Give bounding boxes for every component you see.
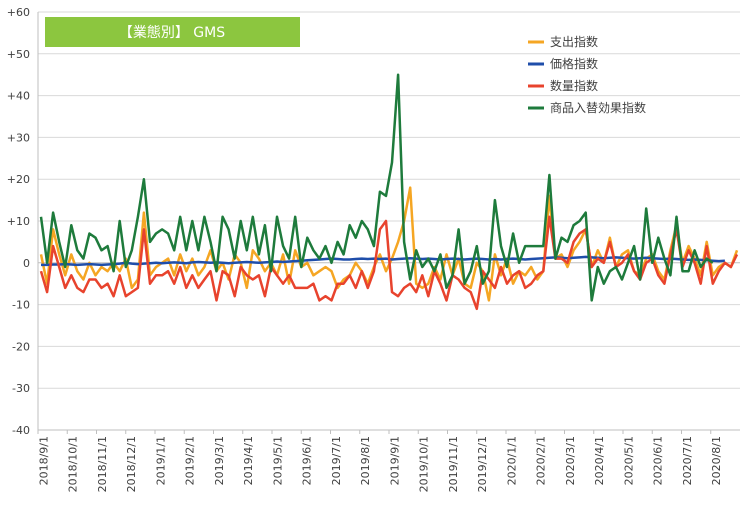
y-tick-label: +20 (7, 173, 30, 186)
chart-title-box: 【業態別】 GMS (45, 17, 300, 47)
x-tick-label: 2018/11/1 (96, 436, 109, 492)
x-tick-label: 2019/9/1 (388, 436, 401, 485)
legend-label: 数量指数 (550, 78, 598, 93)
series-line-1 (41, 255, 725, 267)
legend-label: 価格指数 (550, 56, 598, 71)
legend-label: 支出指数 (550, 34, 598, 49)
x-tick-label: 2019/7/1 (330, 436, 343, 485)
x-tick-label: 2019/12/1 (476, 436, 489, 492)
x-tick-label: 2020/7/1 (681, 436, 694, 485)
x-tick-label: 2018/12/1 (125, 436, 138, 492)
x-tick-label: 2020/2/1 (535, 436, 548, 485)
x-tick-label: 2020/8/1 (710, 436, 723, 485)
y-tick-label: +10 (7, 215, 30, 228)
x-tick-label: 2019/5/1 (271, 436, 284, 485)
x-tick-label: 2019/3/1 (213, 436, 226, 485)
x-tick-label: 2020/6/1 (652, 436, 665, 485)
x-tick-label: 2019/4/1 (242, 436, 255, 485)
y-tick-label: +60 (7, 6, 30, 19)
legend-label: 商品入替効果指数 (550, 100, 646, 115)
y-tick-label: -30 (12, 382, 30, 395)
x-tick-label: 2019/2/1 (184, 436, 197, 485)
series-lines (39, 73, 739, 311)
series-line-3 (39, 73, 714, 302)
y-tick-label: -20 (12, 340, 30, 353)
y-tick-label: +40 (7, 90, 30, 103)
x-tick-label: 2019/11/1 (447, 436, 460, 492)
x-tick-label: 2019/8/1 (359, 436, 372, 485)
y-axis: -40 -30 -20 -10 0 +10 +20 +30 +40 +50 +60 (7, 6, 39, 437)
chart-title: 【業態別】 GMS (119, 25, 225, 41)
x-tick-label: 2020/4/1 (593, 436, 606, 485)
y-tick-label: -40 (12, 424, 30, 437)
x-axis: 2018/9/1 2018/10/1 2018/11/1 2018/12/1 2019/… (37, 429, 740, 492)
y-tick-label: -10 (12, 299, 30, 312)
x-tick-label: 2019/10/1 (418, 436, 431, 492)
y-tick-label: 0 (23, 257, 30, 270)
x-tick-label: 2020/1/1 (505, 436, 518, 485)
x-tick-label: 2020/5/1 (622, 436, 635, 485)
y-tick-label: +30 (7, 131, 30, 144)
title-background (45, 17, 300, 47)
x-tick-label: 2019/6/1 (301, 436, 314, 485)
x-tick-label: 2020/3/1 (564, 436, 577, 485)
y-tick-label: +50 (7, 48, 30, 61)
series-line-2 (39, 215, 739, 311)
x-tick-label: 2018/10/1 (67, 436, 80, 492)
x-tick-label: 2018/9/1 (37, 436, 50, 485)
x-tick-label: 2019/1/1 (154, 436, 167, 485)
